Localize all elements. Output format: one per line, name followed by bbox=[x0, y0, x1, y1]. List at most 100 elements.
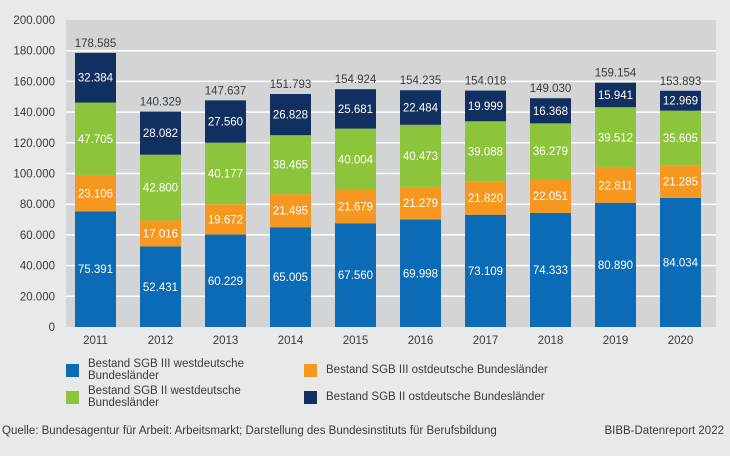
total-value-label: 154.924 bbox=[335, 74, 377, 86]
x-tick-label: 2014 bbox=[278, 335, 304, 347]
x-axis-tick-labels: 2011 2012 2013 2014 2015 2016 2017 2018 2019 2020 bbox=[83, 335, 693, 347]
y-tick-label: 20.000 bbox=[20, 291, 55, 303]
y-tick-label: 120.000 bbox=[13, 138, 55, 150]
legend-label: Bestand SGB II ostdeutsche Bundesländer bbox=[326, 391, 545, 403]
bar-segment bbox=[660, 110, 701, 166]
total-value-label: 153.893 bbox=[660, 76, 702, 88]
bar-group-2019: 80.890 22.811 39.512 15.941 159.154 bbox=[595, 68, 637, 327]
segment-value-label: 84.034 bbox=[663, 258, 699, 270]
segment-value-label: 15.941 bbox=[598, 90, 633, 102]
publication-label: BIBB-Datenreport 2022 bbox=[604, 425, 724, 437]
segment-value-label: 25.681 bbox=[338, 104, 373, 116]
bar-segment bbox=[205, 100, 246, 143]
bar-segment bbox=[465, 214, 506, 327]
segment-value-label: 21.820 bbox=[468, 193, 503, 205]
total-value-label: 147.637 bbox=[205, 85, 247, 97]
x-tick-label: 2012 bbox=[148, 335, 174, 347]
segment-value-label: 28.082 bbox=[143, 128, 178, 140]
segment-value-label: 19.672 bbox=[208, 214, 243, 226]
bar-segment bbox=[270, 194, 311, 228]
segment-value-label: 40.177 bbox=[208, 169, 243, 181]
segment-value-label: 39.512 bbox=[598, 132, 633, 144]
segment-value-label: 22.811 bbox=[598, 180, 632, 192]
total-value-label: 159.154 bbox=[595, 68, 637, 80]
bar-segment bbox=[205, 204, 246, 235]
bar-group-2014: 65.005 21.495 38.465 26.828 151.793 bbox=[270, 79, 312, 327]
segment-value-label: 73.109 bbox=[468, 266, 503, 278]
bar-segment bbox=[335, 190, 376, 224]
bar-segment bbox=[660, 165, 701, 199]
legend-label: Bestand SGB III westdeutsche Bundeslände… bbox=[88, 358, 244, 382]
total-value-label: 154.235 bbox=[400, 75, 442, 87]
bar-segment bbox=[595, 82, 636, 108]
total-value-label: 149.030 bbox=[530, 83, 572, 95]
y-tick-label: 0 bbox=[49, 322, 55, 334]
segment-value-label: 47.705 bbox=[78, 134, 113, 146]
bar-segment bbox=[140, 111, 181, 155]
legend-item-sgb2-east: Bestand SGB II ostdeutsche Bundesländer bbox=[304, 390, 564, 404]
legend-item-sgb3-east: Bestand SGB III ostdeutsche Bundesländer bbox=[304, 363, 564, 377]
bar-segment bbox=[530, 179, 571, 213]
bar-segment bbox=[400, 90, 441, 125]
bar-segment bbox=[465, 181, 506, 215]
segment-value-label: 40.473 bbox=[403, 151, 438, 163]
segment-value-label: 21.495 bbox=[273, 206, 308, 218]
bars: 75.391 23.106 47.705 32.384 178.585 52.431 17.… bbox=[75, 38, 702, 327]
y-tick-label: 140.000 bbox=[13, 107, 55, 119]
footer: Quelle: Bundesagentur für Arbeit: Arbeit… bbox=[2, 425, 724, 437]
x-tick-label: 2015 bbox=[343, 335, 369, 347]
bar-segment bbox=[530, 98, 571, 124]
y-tick-label: 160.000 bbox=[13, 76, 55, 88]
bar-segment bbox=[205, 142, 246, 205]
total-value-label: 178.585 bbox=[75, 38, 117, 50]
total-value-label: 151.793 bbox=[270, 79, 312, 91]
legend-item-sgb3-west: Bestand SGB III westdeutsche Bundeslände… bbox=[66, 358, 304, 382]
bar-segment bbox=[140, 246, 181, 327]
bar-segment bbox=[270, 93, 311, 136]
segment-value-label: 12.969 bbox=[663, 96, 698, 108]
bar-group-2011: 75.391 23.106 47.705 32.384 178.585 bbox=[75, 38, 117, 327]
legend-label: Bestand SGB III ostdeutsche Bundesländer bbox=[326, 364, 548, 376]
bar-segment bbox=[140, 220, 181, 247]
bar-group-2013: 60.229 19.672 40.177 27.560 147.637 bbox=[205, 85, 247, 327]
segment-value-label: 21.279 bbox=[403, 198, 438, 210]
bar-segment bbox=[205, 234, 246, 327]
bar-segment bbox=[595, 167, 636, 203]
bar-group-2016: 69.998 21.279 40.473 22.484 154.235 bbox=[400, 75, 442, 327]
segment-value-label: 26.828 bbox=[273, 110, 308, 122]
segment-value-label: 22.051 bbox=[533, 191, 568, 203]
x-tick-label: 2013 bbox=[213, 335, 239, 347]
bar-segment bbox=[465, 90, 506, 122]
x-tick-label: 2019 bbox=[603, 335, 629, 347]
segment-value-label: 69.998 bbox=[403, 268, 438, 280]
segment-value-label: 22.484 bbox=[403, 103, 439, 115]
segment-value-label: 23.106 bbox=[78, 189, 113, 201]
legend-swatch bbox=[66, 390, 79, 404]
y-tick-label: 100.000 bbox=[13, 169, 55, 181]
bar-group-2020: 84.034 21.285 35.605 12.969 153.893 bbox=[660, 76, 702, 327]
bar-segment bbox=[75, 211, 116, 327]
bar-segment bbox=[660, 198, 701, 327]
bar-segment bbox=[270, 227, 311, 327]
segment-value-label: 16.368 bbox=[533, 106, 568, 118]
bar-segment bbox=[660, 90, 701, 111]
legend-swatch bbox=[66, 363, 79, 377]
segment-value-label: 36.279 bbox=[533, 146, 568, 158]
bar-segment bbox=[400, 186, 441, 220]
segment-value-label: 74.333 bbox=[533, 265, 568, 277]
bar-segment bbox=[75, 175, 116, 212]
bar-segment bbox=[530, 212, 571, 327]
bar-segment bbox=[595, 202, 636, 327]
segment-value-label: 52.431 bbox=[143, 282, 178, 294]
bar-segment bbox=[400, 124, 441, 187]
bar-segment bbox=[400, 219, 441, 327]
total-value-label: 140.329 bbox=[140, 97, 182, 109]
segment-value-label: 67.560 bbox=[338, 270, 373, 282]
segment-value-label: 27.560 bbox=[208, 117, 243, 129]
y-tick-label: 40.000 bbox=[20, 261, 55, 273]
legend: Bestand SGB III westdeutsche Bundeslände… bbox=[66, 358, 564, 409]
y-tick-label: 80.000 bbox=[20, 199, 55, 211]
segment-value-label: 42.800 bbox=[143, 183, 178, 195]
segment-value-label: 35.605 bbox=[663, 133, 698, 145]
x-tick-label: 2016 bbox=[408, 335, 434, 347]
